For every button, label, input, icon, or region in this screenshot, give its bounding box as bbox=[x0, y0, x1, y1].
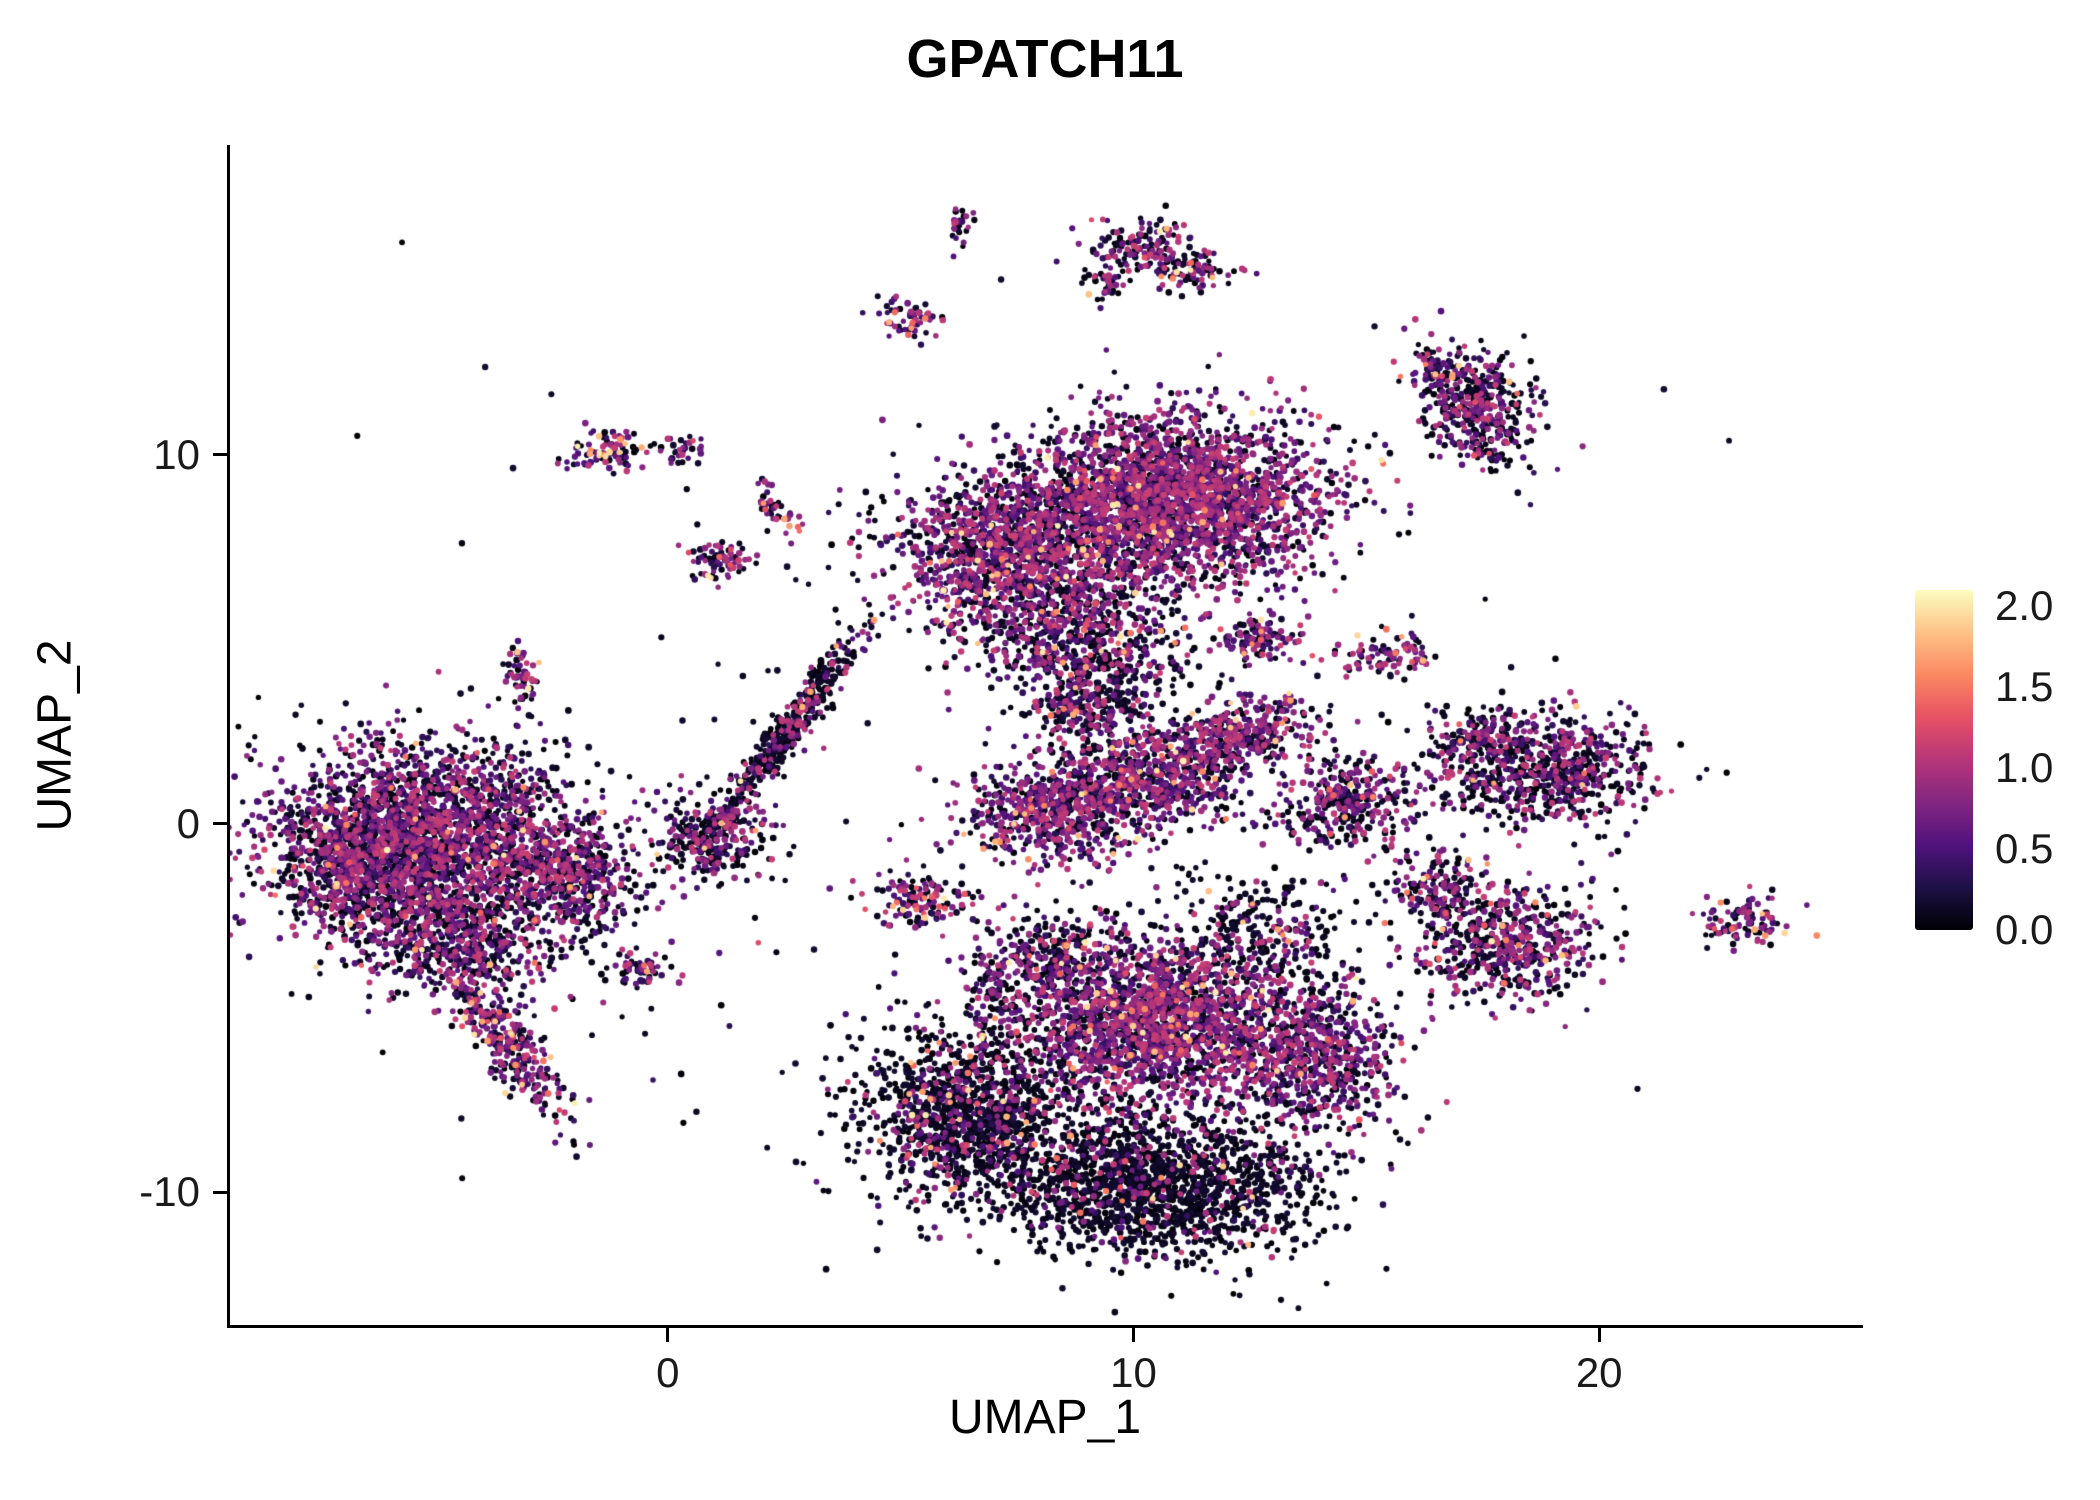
x-axis-tick-mark bbox=[1597, 1328, 1601, 1342]
y-axis-tick-mark bbox=[213, 1190, 227, 1194]
y-axis-tick-mark bbox=[213, 453, 227, 457]
y-axis-tick-label: 10 bbox=[153, 430, 200, 478]
legend-tick-label: 0.5 bbox=[1995, 825, 2054, 873]
legend-tick-label: 1.5 bbox=[1995, 663, 2054, 711]
x-axis-tick-mark bbox=[666, 1328, 670, 1342]
x-axis-line bbox=[227, 1325, 1863, 1328]
y-axis-tick-label: -10 bbox=[139, 1168, 200, 1216]
x-axis-tick-label: 10 bbox=[1110, 1349, 1157, 1396]
plot-panel bbox=[230, 145, 1860, 1325]
x-axis-tick-mark bbox=[1131, 1328, 1135, 1342]
chart-title: GPATCH11 bbox=[906, 29, 1184, 89]
y-axis-tick-mark bbox=[213, 822, 227, 825]
legend-tick-label: 2.0 bbox=[1995, 582, 2054, 630]
legend-tick-label: 1.0 bbox=[1995, 744, 2054, 792]
y-axis-line bbox=[227, 145, 230, 1328]
x-axis-title: UMAP_1 bbox=[948, 1391, 1142, 1444]
legend-tick-label: 0.0 bbox=[1995, 906, 2054, 953]
expression-colorbar bbox=[1915, 590, 1973, 930]
scatter-points-canvas bbox=[230, 145, 1860, 1325]
x-axis-tick-label: 20 bbox=[1575, 1349, 1623, 1396]
y-axis-tick-label: 0 bbox=[176, 799, 200, 847]
x-axis-tick-label: 0 bbox=[656, 1349, 680, 1396]
y-axis-title-wrap: UMAP_2 bbox=[15, 145, 95, 1325]
